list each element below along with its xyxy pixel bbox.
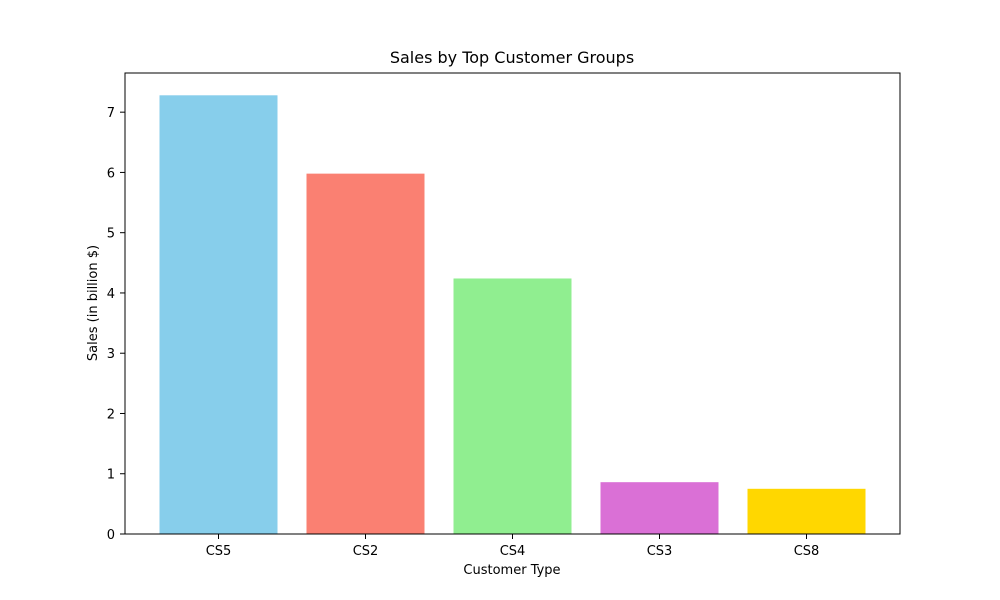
y-tick-label-7: 7 <box>107 106 115 121</box>
x-tick-label-cs4: CS4 <box>500 544 526 559</box>
plot-frame <box>124 72 901 535</box>
x-tick-label-cs2: CS2 <box>353 544 379 559</box>
plot-area: CS5 CS2 CS4 CS3 CS8 0 1 2 3 4 5 6 7 <box>107 72 901 559</box>
bar-cs4 <box>453 278 572 534</box>
y-tick-label-4: 4 <box>107 287 115 302</box>
chart-title: Sales by Top Customer Groups <box>390 48 634 67</box>
y-tick-label-6: 6 <box>107 166 115 181</box>
y-tick-label-0: 0 <box>107 528 115 543</box>
x-tick-label-cs3: CS3 <box>647 544 673 559</box>
y-tick-label-1: 1 <box>107 468 115 483</box>
y-axis-label: Sales (in billion $) <box>86 245 101 361</box>
x-tick-label-cs8: CS8 <box>794 544 820 559</box>
x-axis-label: Customer Type <box>463 563 560 578</box>
y-tick-label-2: 2 <box>107 407 115 422</box>
x-tick-label-cs5: CS5 <box>206 544 232 559</box>
bar-cs3 <box>600 482 719 534</box>
bar-cs2 <box>306 173 425 534</box>
bar-cs5 <box>159 95 278 535</box>
y-tick-label-3: 3 <box>107 347 115 362</box>
bar-cs8 <box>747 488 866 534</box>
y-tick-label-5: 5 <box>107 227 115 242</box>
